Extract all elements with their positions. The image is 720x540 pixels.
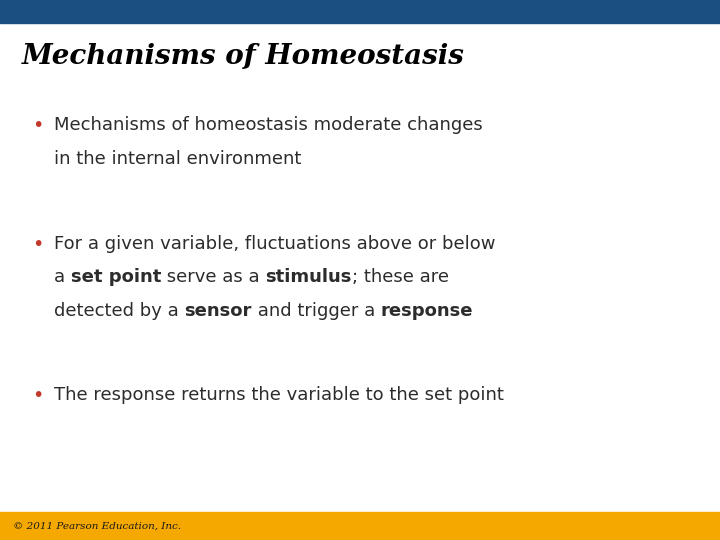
Text: serve as a: serve as a: [161, 268, 266, 286]
Text: a: a: [54, 268, 71, 286]
Bar: [0, 512, 720, 540]
Text: and trigger a: and trigger a: [252, 302, 381, 320]
Text: ; these are: ; these are: [352, 268, 449, 286]
Text: set point: set point: [71, 268, 161, 286]
Text: •: •: [32, 116, 44, 135]
Text: stimulus: stimulus: [266, 268, 352, 286]
Text: in the internal environment: in the internal environment: [54, 150, 302, 167]
Text: •: •: [32, 235, 44, 254]
Text: detected by a: detected by a: [54, 302, 184, 320]
Text: For a given variable, fluctuations above or below: For a given variable, fluctuations above…: [54, 235, 495, 253]
Text: © 2011 Pearson Education, Inc.: © 2011 Pearson Education, Inc.: [13, 522, 181, 530]
Text: Mechanisms of Homeostasis: Mechanisms of Homeostasis: [22, 43, 464, 70]
Bar: [0, 0, 720, 23]
Text: •: •: [32, 386, 44, 405]
Text: response: response: [381, 302, 473, 320]
Text: The response returns the variable to the set point: The response returns the variable to the…: [54, 386, 504, 404]
Text: sensor: sensor: [184, 302, 252, 320]
Text: Mechanisms of homeostasis moderate changes: Mechanisms of homeostasis moderate chang…: [54, 116, 482, 134]
